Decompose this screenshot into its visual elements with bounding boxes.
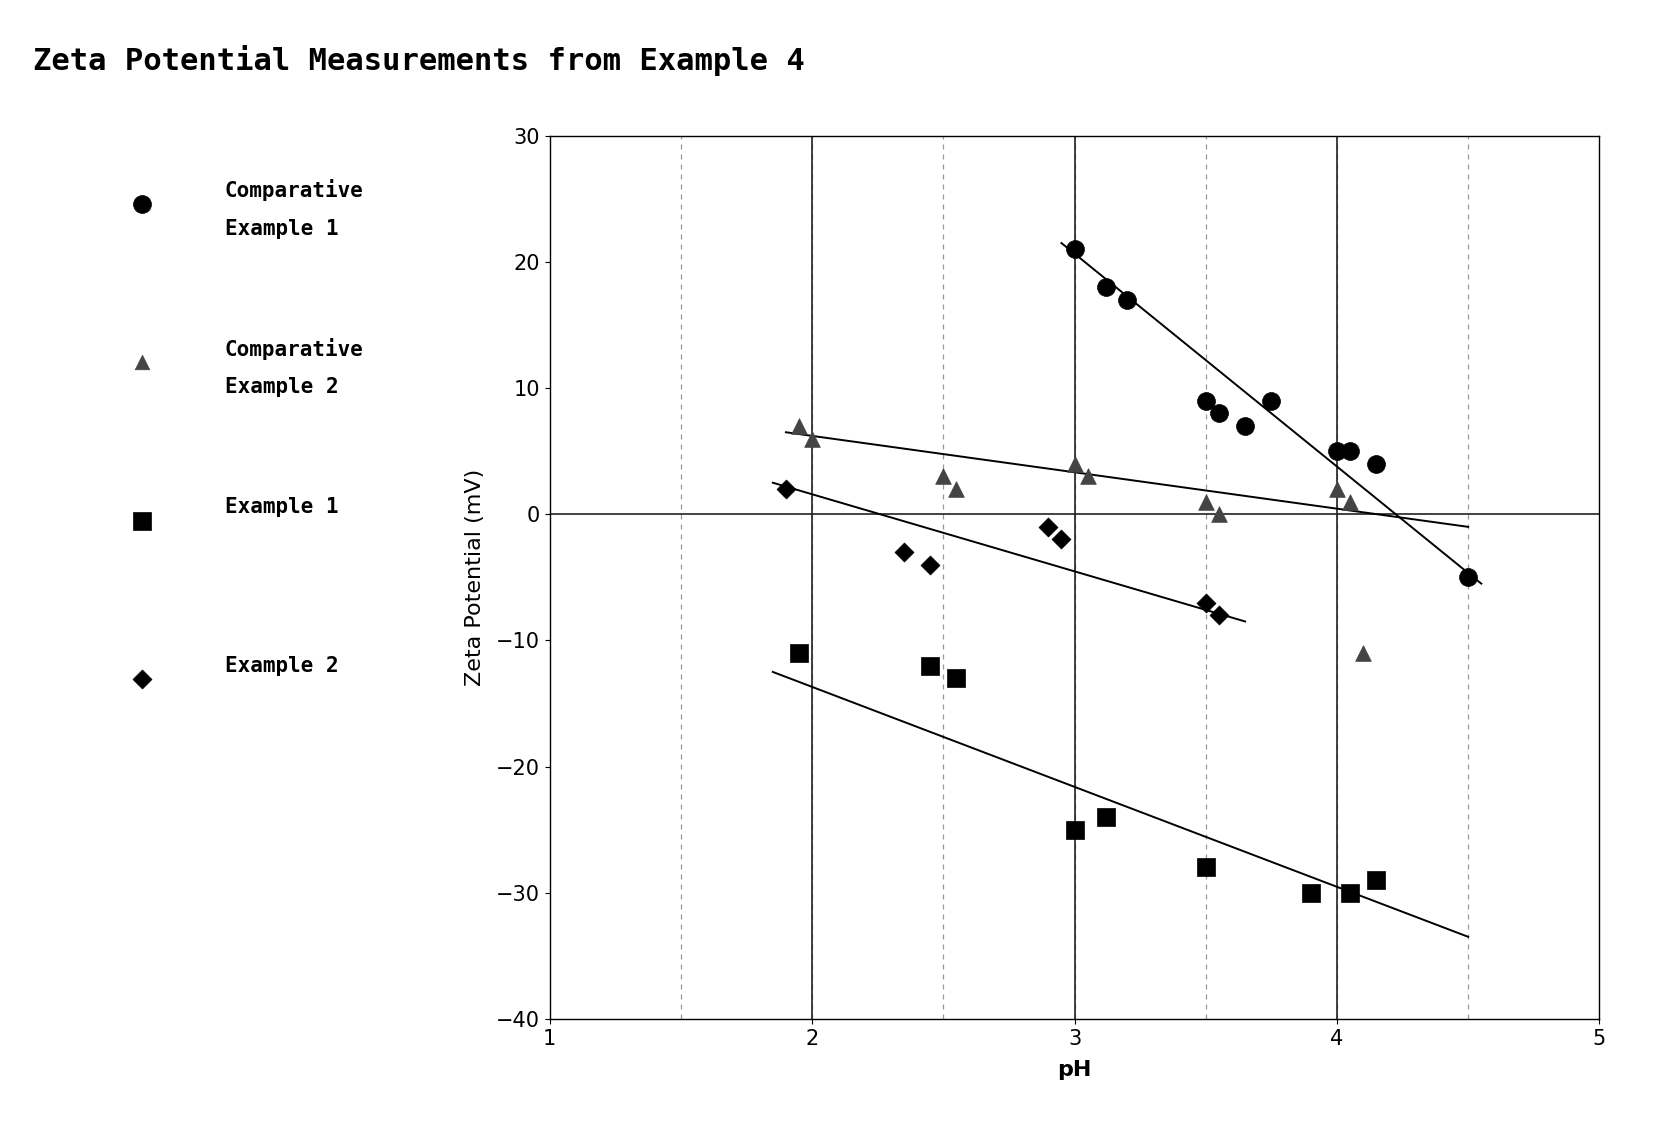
- Point: [128, 512, 155, 530]
- Point: [1193, 492, 1220, 511]
- Point: [1336, 492, 1363, 511]
- Y-axis label: Zeta Potential (mV): Zeta Potential (mV): [465, 469, 485, 686]
- Point: [1193, 858, 1220, 876]
- Text: Comparative: Comparative: [225, 337, 363, 360]
- Point: [891, 543, 918, 561]
- Point: [1231, 417, 1258, 435]
- Point: [1323, 480, 1349, 498]
- Point: [1206, 505, 1233, 523]
- Text: Example 2: Example 2: [225, 377, 338, 397]
- Point: [916, 556, 943, 574]
- Point: [930, 468, 956, 486]
- Point: [943, 669, 970, 687]
- Point: [943, 480, 970, 498]
- Point: [1363, 455, 1389, 473]
- Point: [128, 195, 155, 213]
- Point: [128, 670, 155, 688]
- Point: [1193, 392, 1220, 410]
- Text: Example 1: Example 1: [225, 218, 338, 239]
- Point: [1349, 644, 1376, 662]
- Point: [1061, 455, 1088, 473]
- Point: [1061, 240, 1088, 258]
- Point: [1093, 278, 1120, 297]
- Text: Example 1: Example 1: [225, 497, 338, 517]
- Text: Example 2: Example 2: [225, 655, 338, 676]
- Point: [1048, 531, 1075, 549]
- Point: [1113, 291, 1140, 309]
- Point: [1061, 821, 1088, 839]
- Point: [1454, 568, 1481, 586]
- Point: [1258, 392, 1284, 410]
- Point: [1336, 443, 1363, 461]
- Point: [1035, 517, 1061, 535]
- Point: [1298, 884, 1324, 902]
- Point: [786, 417, 813, 435]
- Point: [1193, 593, 1220, 611]
- Point: [916, 657, 943, 675]
- Point: [128, 353, 155, 371]
- Point: [1206, 404, 1233, 422]
- Point: [773, 480, 800, 498]
- Point: [1075, 468, 1101, 486]
- Point: [786, 644, 813, 662]
- Point: [798, 429, 825, 447]
- X-axis label: pH: pH: [1058, 1060, 1091, 1080]
- Point: [1206, 606, 1233, 624]
- Point: [1323, 443, 1349, 461]
- Point: [1336, 884, 1363, 902]
- Text: Zeta Potential Measurements from Example 4: Zeta Potential Measurements from Example…: [33, 45, 805, 76]
- Text: Comparative: Comparative: [225, 179, 363, 201]
- Point: [1093, 808, 1120, 826]
- Point: [1363, 871, 1389, 889]
